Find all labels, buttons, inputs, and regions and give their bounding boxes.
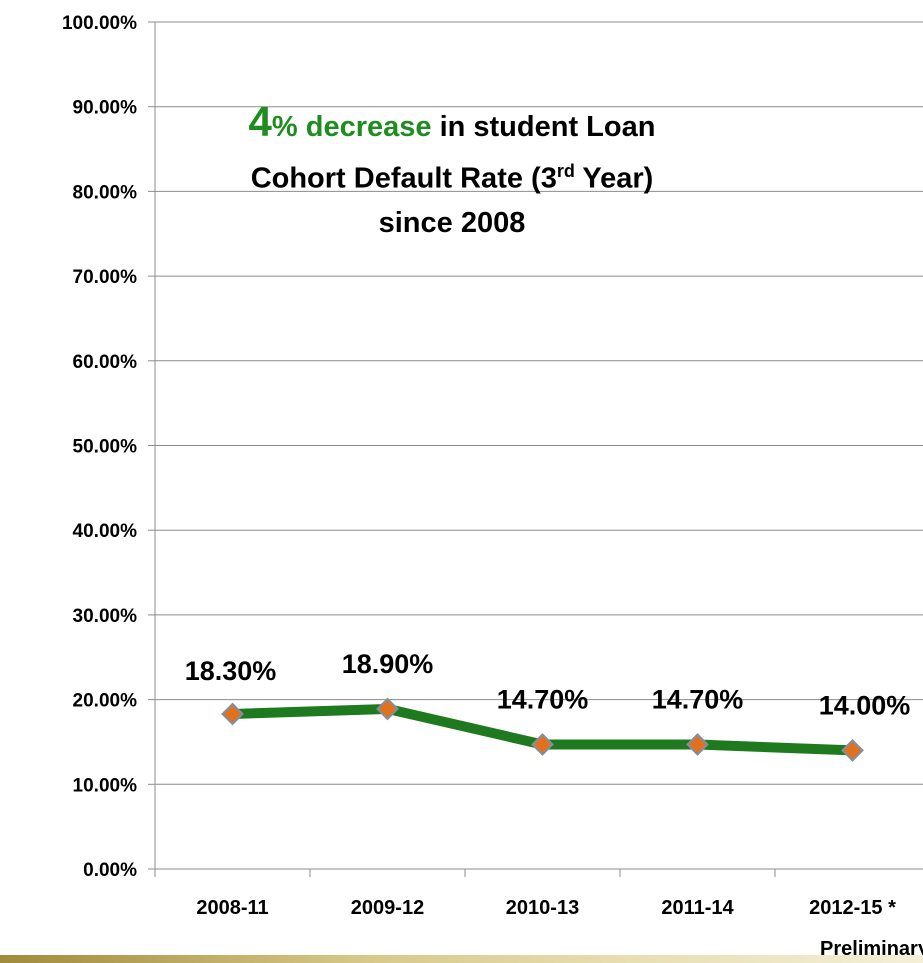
data-label: 18.90% [342, 649, 434, 679]
title-superscript: rd [556, 161, 575, 181]
footer-rule [0, 955, 923, 963]
title-line-1-rest: in student Loan [431, 111, 656, 143]
title-line-1: 4% decrease in student Loan [232, 100, 672, 149]
x-category-note: Preliminary [820, 938, 923, 960]
y-tick-label: 0.00% [83, 860, 137, 881]
title-highlight-text: % decrease [271, 111, 432, 143]
x-tick-label: 2012-15 * [809, 897, 896, 919]
y-tick-label: 70.00% [73, 267, 138, 288]
title-line-2: Cohort Default Rate (3rd Year) [250, 161, 654, 195]
data-marker [376, 697, 399, 721]
x-tick-label: 2008-11 [196, 897, 268, 919]
x-tick-label: 2011-14 [661, 897, 734, 919]
x-tick-label: 2010-13 [506, 897, 579, 919]
y-tick-label: 20.00% [73, 691, 138, 712]
data-label: 14.70% [497, 684, 589, 714]
data-marker [531, 733, 554, 756]
y-tick-label: 60.00% [73, 352, 138, 373]
data-label: 14.70% [652, 684, 744, 714]
gridlines [155, 21, 923, 785]
data-marker [686, 733, 709, 756]
y-tick-labels: 0.00% 10.00% 20.00% 30.00% 40.00% 50.00% 60.00… [62, 13, 137, 881]
x-tick-labels: 2008-11 2009-12 2010-13 2011-14 2012-15 * Pre… [196, 897, 923, 960]
y-tick-label: 50.00% [73, 437, 138, 458]
data-marker [221, 702, 244, 726]
data-labels: 18.30% 18.90% 14.70% 14.70% 14.00% [185, 649, 911, 721]
y-tick-label: 80.00% [73, 182, 138, 203]
y-tick-label: 40.00% [73, 521, 138, 542]
data-label: 14.00% [819, 690, 911, 720]
data-marker [841, 739, 864, 762]
y-tick-label: 100.00% [62, 13, 137, 34]
y-tick-label: 30.00% [73, 606, 138, 627]
y-tick-label: 10.00% [73, 775, 138, 796]
axes [148, 21, 923, 877]
chart-title: 4% decrease in student Loan Cohort Defau… [232, 100, 672, 245]
data-label: 18.30% [185, 656, 277, 686]
data-markers [221, 697, 864, 762]
x-tick-label: 2009-12 [351, 897, 424, 919]
title-line-3: since 2008 [378, 206, 526, 239]
title-highlight-number: 4 [248, 98, 272, 145]
y-tick-label: 90.00% [73, 98, 138, 119]
